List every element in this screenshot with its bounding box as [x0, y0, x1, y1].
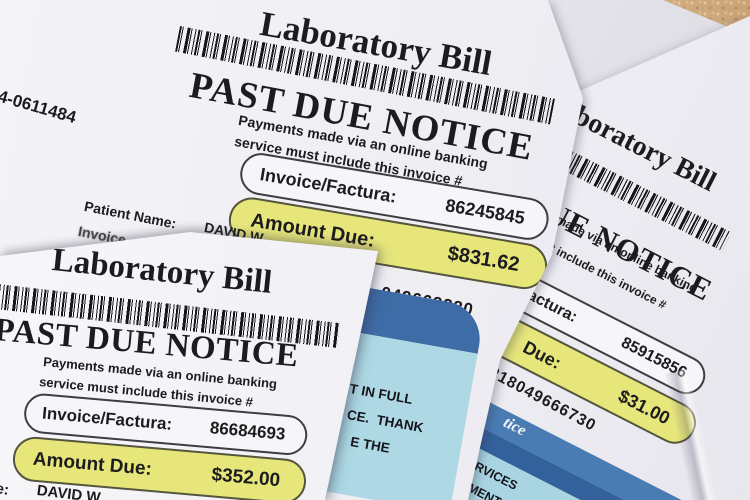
invoice-label: Invoice/Factura: [41, 403, 173, 434]
bill-left-footer-label: e: [0, 480, 11, 499]
invoice-number: 86684693 [209, 418, 287, 444]
amount-value: $352.00 [210, 463, 281, 491]
amount-label: Amount Due: [32, 448, 153, 480]
